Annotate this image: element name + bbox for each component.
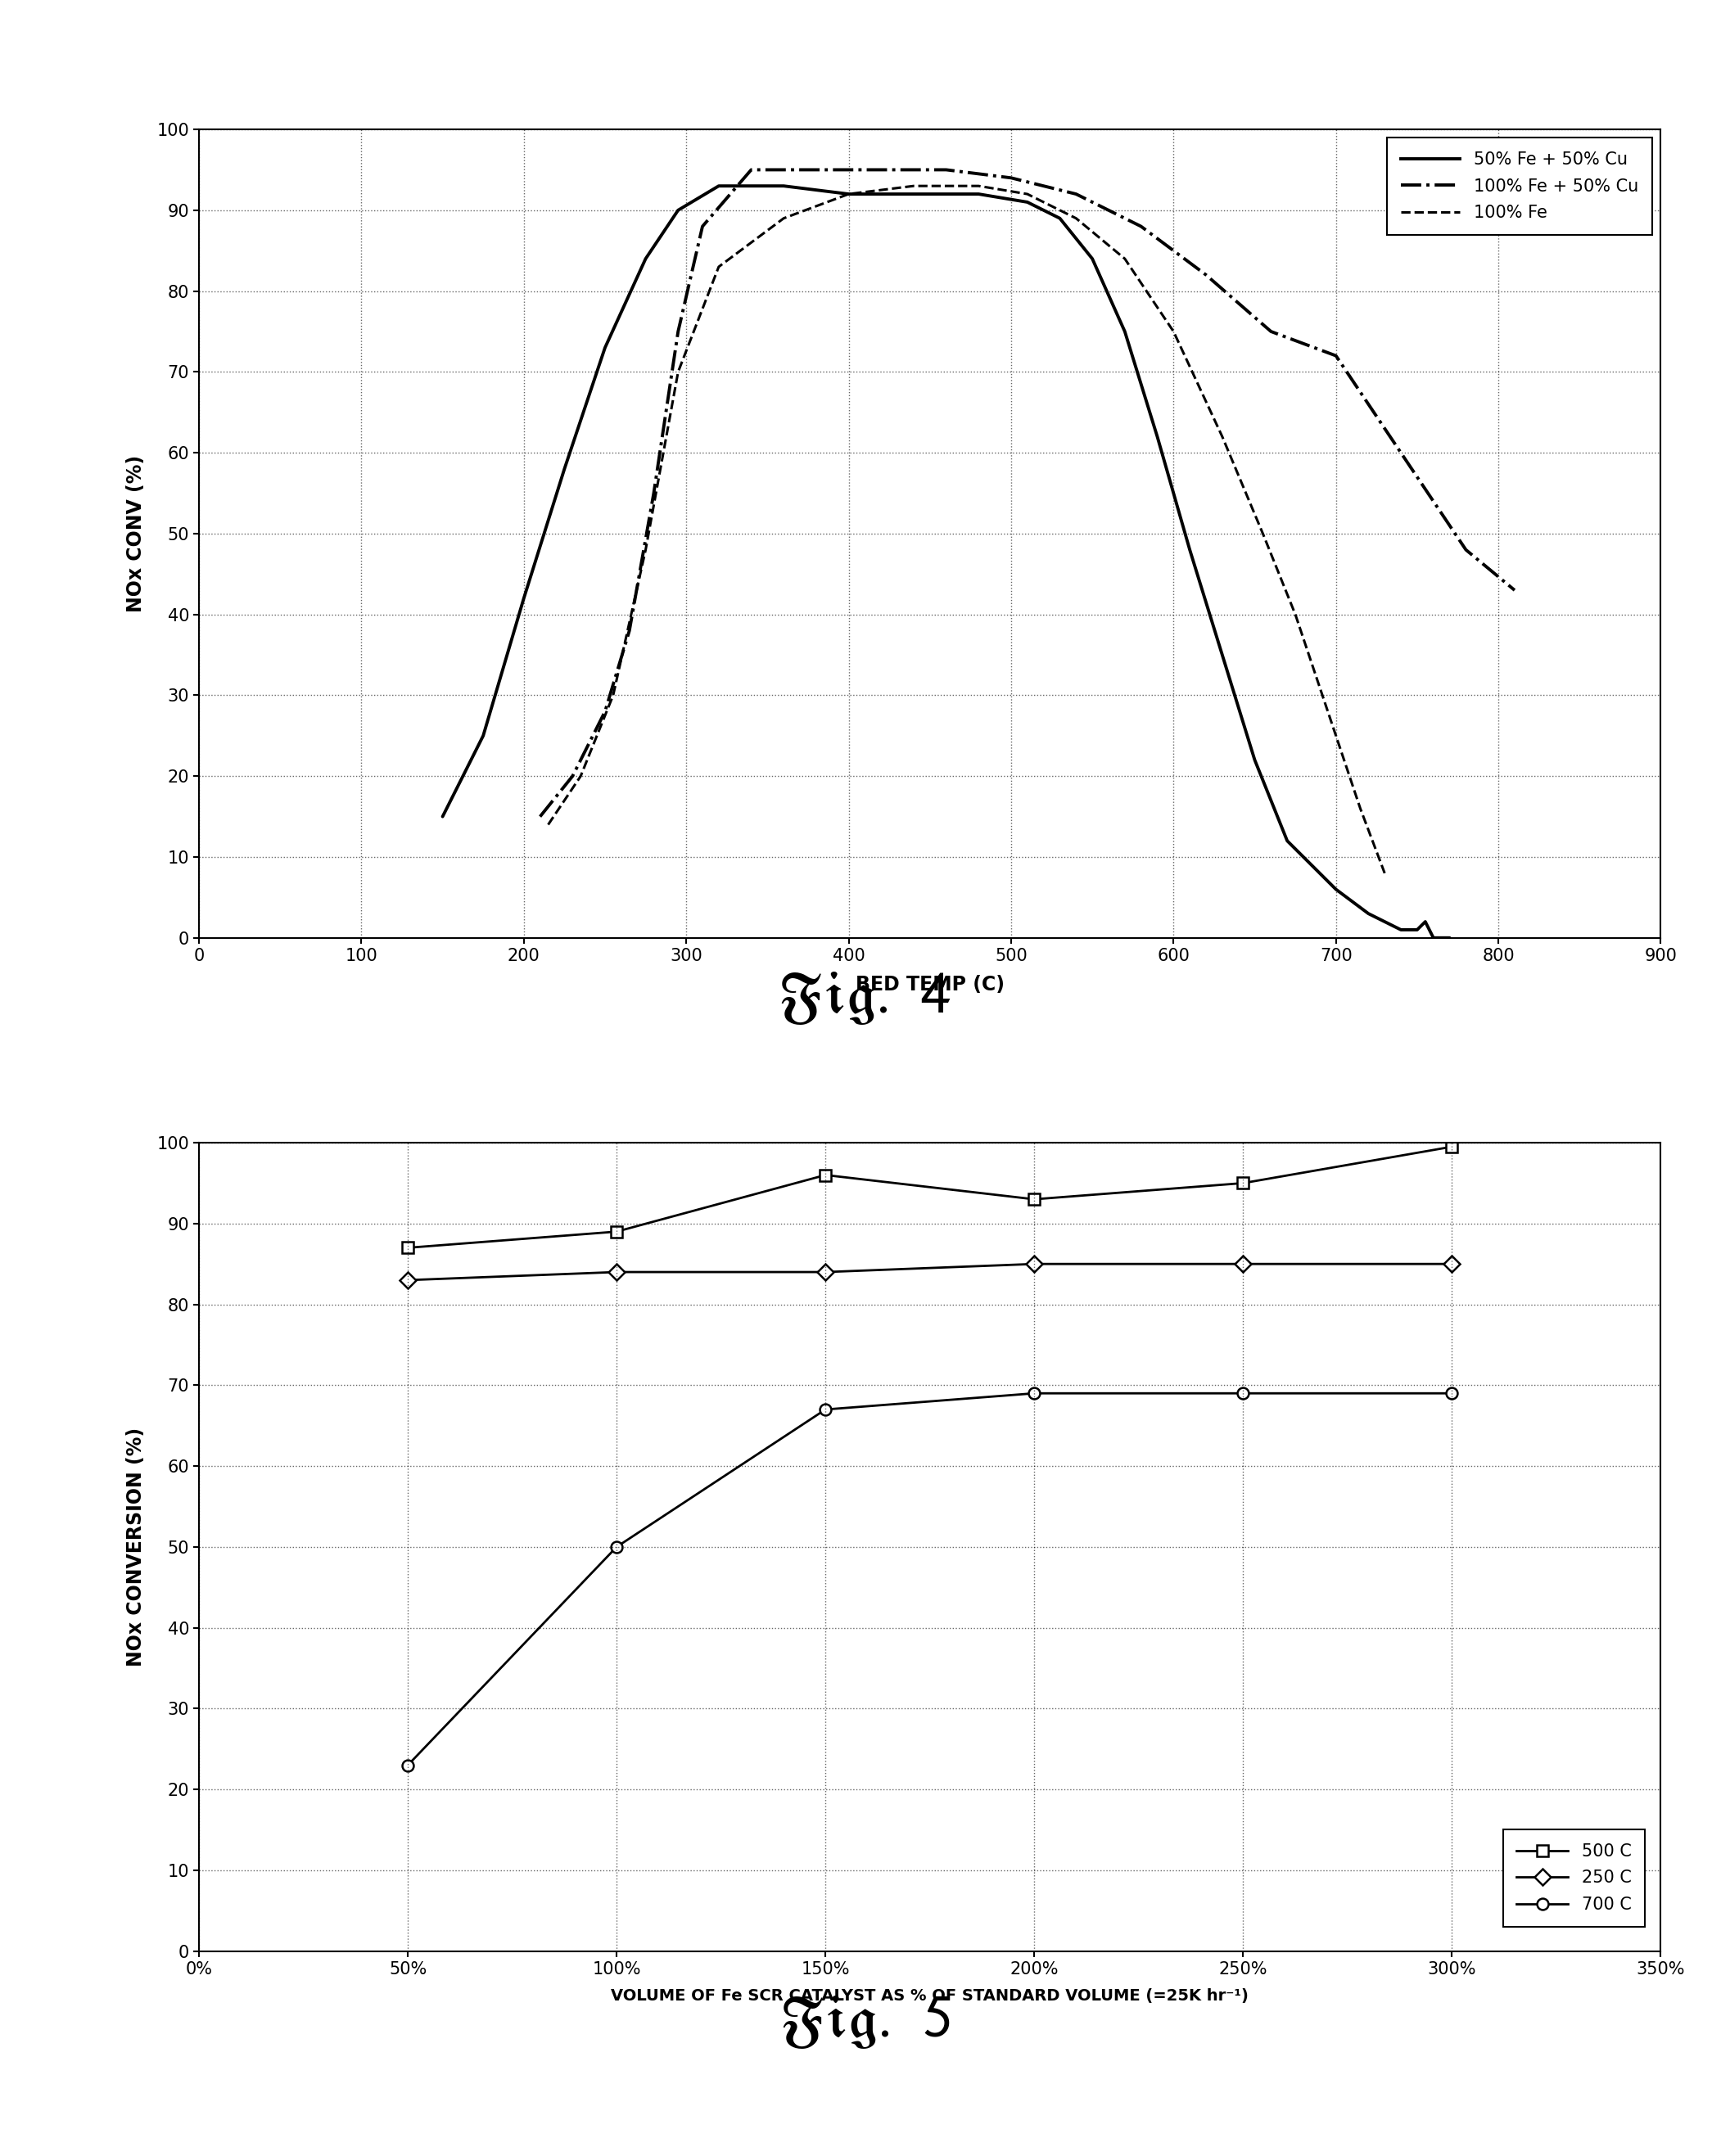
Text: $\mathfrak{Fig.\ 4}$: $\mathfrak{Fig.\ 4}$ — [778, 970, 952, 1026]
X-axis label: BED TEMP (C): BED TEMP (C) — [855, 975, 1005, 994]
Legend: 50% Fe + 50% Cu, 100% Fe + 50% Cu, 100% Fe: 50% Fe + 50% Cu, 100% Fe + 50% Cu, 100% … — [1387, 138, 1652, 235]
Text: $\mathfrak{Fig.\ 5}$: $\mathfrak{Fig.\ 5}$ — [778, 1994, 952, 2050]
Y-axis label: NOx CONV (%): NOx CONV (%) — [126, 455, 145, 612]
Y-axis label: NOx CONVERSION (%): NOx CONVERSION (%) — [126, 1427, 145, 1667]
X-axis label: VOLUME OF Fe SCR CATALYST AS % OF STANDARD VOLUME (=25K hr⁻¹): VOLUME OF Fe SCR CATALYST AS % OF STANDA… — [611, 1988, 1249, 2005]
Legend: 500 C, 250 C, 700 C: 500 C, 250 C, 700 C — [1503, 1830, 1645, 1927]
